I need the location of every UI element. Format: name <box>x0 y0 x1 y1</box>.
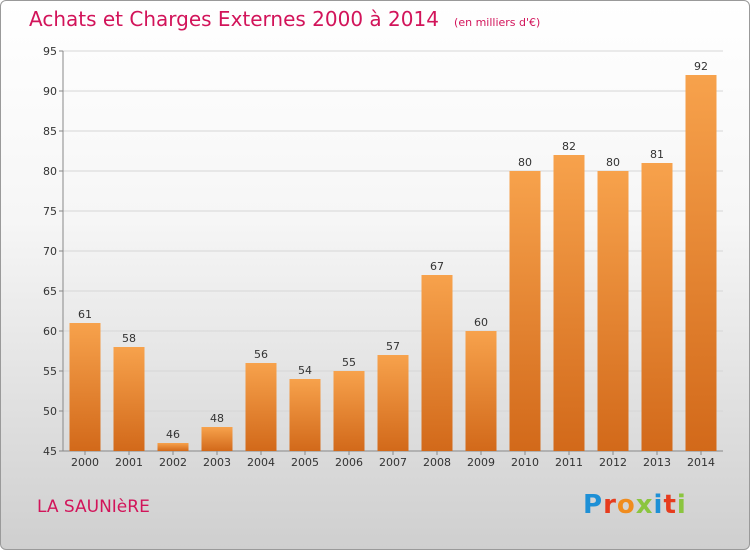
y-tick-label: 80 <box>43 165 57 178</box>
x-tick-label: 2009 <box>467 456 495 469</box>
logo-letter: i <box>676 490 687 520</box>
bar <box>245 363 277 451</box>
bar <box>421 275 453 451</box>
bar <box>201 427 233 451</box>
data-label: 82 <box>562 140 576 153</box>
bar <box>157 443 189 451</box>
x-tick-label: 2014 <box>687 456 715 469</box>
data-label: 46 <box>166 428 180 441</box>
bar <box>69 323 101 451</box>
y-tick-label: 50 <box>43 405 57 418</box>
bar <box>641 163 673 451</box>
x-tick-label: 2003 <box>203 456 231 469</box>
logo-letter: o <box>616 490 636 520</box>
x-tick-label: 2004 <box>247 456 275 469</box>
logo-letter: P <box>583 490 604 520</box>
bar <box>377 355 409 451</box>
y-tick-label: 45 <box>43 445 57 458</box>
x-tick-label: 2013 <box>643 456 671 469</box>
data-label: 61 <box>78 308 92 321</box>
commune-name: LA SAUNIèRE <box>37 497 150 517</box>
y-tick-label: 55 <box>43 365 57 378</box>
logo-letter: x <box>635 490 654 520</box>
bar <box>685 75 717 451</box>
bar <box>509 171 541 451</box>
data-label: 54 <box>298 364 312 377</box>
bar <box>113 347 145 451</box>
x-tick-label: 2002 <box>159 456 187 469</box>
x-tick-label: 2005 <box>291 456 319 469</box>
bar <box>333 371 365 451</box>
logo-letter: t <box>663 490 677 520</box>
x-tick-label: 2010 <box>511 456 539 469</box>
chart-title: Achats et Charges Externes 2000 à 2014 <box>29 7 439 31</box>
y-tick-label: 60 <box>43 325 57 338</box>
x-tick-label: 2007 <box>379 456 407 469</box>
x-tick-label: 2000 <box>71 456 99 469</box>
y-tick-label: 90 <box>43 85 57 98</box>
data-label: 48 <box>210 412 224 425</box>
data-label: 80 <box>518 156 532 169</box>
bar <box>597 171 629 451</box>
bar <box>553 155 585 451</box>
x-tick-label: 2012 <box>599 456 627 469</box>
data-labels: 61 58 46 48 56 54 55 57 67 60 80 82 80 81 92 <box>78 60 708 441</box>
x-tick-label: 2001 <box>115 456 143 469</box>
data-label: 56 <box>254 348 268 361</box>
data-label: 67 <box>430 260 444 273</box>
bars <box>69 75 717 451</box>
data-label: 80 <box>606 156 620 169</box>
data-label: 55 <box>342 356 356 369</box>
bar <box>289 379 321 451</box>
data-label: 57 <box>386 340 400 353</box>
bar <box>465 331 497 451</box>
x-tick-label: 2006 <box>335 456 363 469</box>
data-label: 58 <box>122 332 136 345</box>
y-tick-label: 65 <box>43 285 57 298</box>
data-label: 60 <box>474 316 488 329</box>
chart-subtitle: (en milliers d'€) <box>454 16 541 29</box>
y-tick-label: 95 <box>43 45 57 58</box>
logo-letter: r <box>603 490 617 520</box>
data-label: 81 <box>650 148 664 161</box>
y-tick-label: 70 <box>43 245 57 258</box>
x-tick-label: 2011 <box>555 456 583 469</box>
data-label: 92 <box>694 60 708 73</box>
title-row: Achats et Charges Externes 2000 à 2014 (… <box>29 7 540 31</box>
proxiti-logo: Proxiti <box>583 490 687 520</box>
x-tick-label: 2008 <box>423 456 451 469</box>
y-tick-label: 75 <box>43 205 57 218</box>
logo-letter: i <box>653 490 664 520</box>
y-tick-label: 85 <box>43 125 57 138</box>
